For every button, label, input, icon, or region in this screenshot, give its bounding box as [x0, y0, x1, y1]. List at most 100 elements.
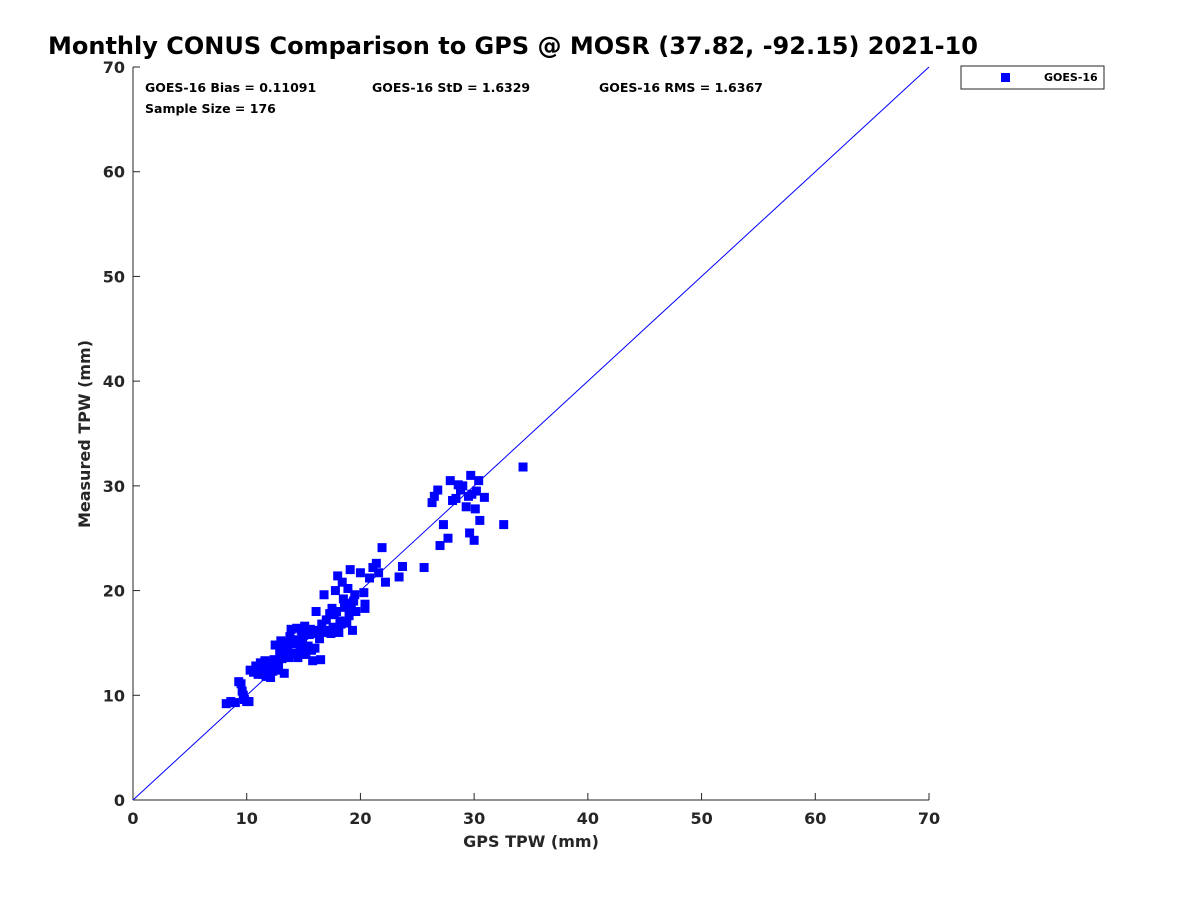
data-point	[270, 640, 280, 650]
x-axis-label: GPS TPW (mm)	[463, 832, 599, 851]
data-point	[342, 618, 352, 628]
data-point	[278, 644, 288, 654]
data-point	[321, 615, 331, 625]
data-point	[374, 568, 384, 578]
x-tick-label: 40	[577, 809, 599, 828]
rms-annotation: GOES-16 RMS = 1.6367	[599, 80, 763, 95]
data-point	[263, 667, 273, 677]
y-tick-label: 50	[103, 267, 125, 286]
sample-size-annotation: Sample Size = 176	[145, 101, 276, 116]
data-point	[479, 492, 489, 502]
data-point	[453, 480, 463, 490]
data-point	[260, 656, 270, 666]
legend-label-goes-16: GOES-16	[1044, 71, 1098, 84]
data-point	[249, 667, 259, 677]
data-point	[343, 583, 353, 593]
data-point	[292, 623, 302, 633]
data-point	[236, 679, 246, 689]
data-point	[470, 504, 480, 514]
data-point	[301, 649, 311, 659]
data-point	[274, 661, 284, 671]
data-point	[474, 476, 484, 486]
data-point	[443, 533, 453, 543]
y-tick-label: 10	[103, 686, 125, 705]
data-point	[429, 491, 439, 501]
x-tick-label: 10	[236, 809, 258, 828]
data-point	[371, 558, 381, 568]
data-point	[221, 699, 231, 709]
data-point	[461, 502, 471, 512]
data-point	[438, 520, 448, 530]
data-point	[435, 541, 445, 551]
data-point	[286, 624, 296, 634]
data-point	[311, 607, 321, 617]
data-point	[394, 572, 404, 582]
std-annotation: GOES-16 StD = 1.6329	[372, 80, 530, 95]
data-point	[355, 568, 365, 578]
data-point	[332, 607, 342, 617]
data-point	[347, 625, 357, 635]
data-point	[276, 636, 286, 646]
data-point	[251, 661, 261, 671]
data-point	[341, 598, 351, 608]
data-point	[327, 603, 337, 613]
data-point	[244, 697, 254, 707]
data-point	[334, 627, 344, 637]
bias-annotation: GOES-16 Bias = 0.11091	[145, 80, 316, 95]
data-point	[469, 535, 479, 545]
legend-box	[960, 65, 1105, 90]
data-point	[458, 481, 468, 491]
data-point	[351, 607, 361, 617]
data-point	[467, 489, 477, 499]
data-point	[319, 590, 329, 600]
data-point	[316, 655, 326, 665]
data-point	[330, 586, 340, 596]
data-point	[398, 561, 408, 571]
data-point	[283, 646, 293, 656]
one-to-one-line	[132, 66, 930, 801]
y-tick-label: 20	[103, 582, 125, 601]
data-point	[300, 621, 310, 631]
x-tick-label: 70	[918, 809, 940, 828]
x-tick-label: 30	[463, 809, 485, 828]
y-tick-label: 30	[103, 477, 125, 496]
data-point	[325, 609, 335, 619]
data-point	[297, 634, 307, 644]
y-tick-label: 40	[103, 372, 125, 391]
data-point	[349, 596, 359, 606]
y-axis-label: Measured TPW (mm)	[75, 340, 94, 528]
data-point	[314, 634, 324, 644]
y-tick-label: 0	[114, 791, 125, 810]
legend: GOES-16	[960, 65, 1105, 90]
data-point	[345, 565, 355, 575]
y-tick-label: 70	[103, 58, 125, 77]
y-tick-label: 60	[103, 163, 125, 182]
data-point	[230, 698, 240, 708]
data-point	[304, 630, 314, 640]
data-point	[427, 498, 437, 508]
x-tick-label: 0	[127, 809, 138, 828]
data-point	[317, 619, 327, 629]
data-point	[326, 629, 336, 639]
data-point	[309, 629, 319, 639]
x-tick-label: 60	[804, 809, 826, 828]
data-point	[266, 672, 276, 682]
data-point	[267, 660, 277, 670]
goes-16-series	[221, 462, 528, 709]
data-point	[337, 577, 347, 587]
data-point	[279, 668, 289, 678]
data-point	[350, 590, 360, 600]
x-tick-label: 20	[349, 809, 371, 828]
data-point	[282, 638, 292, 648]
data-point	[445, 476, 455, 486]
data-point	[346, 604, 356, 614]
data-point	[285, 632, 295, 642]
data-point	[475, 515, 485, 525]
data-point	[333, 571, 343, 581]
y-axis-ticks: 0 10 20 30 40 50 60 70	[103, 58, 140, 810]
data-point	[471, 486, 481, 496]
data-point	[360, 603, 370, 613]
data-point	[380, 577, 390, 587]
data-point	[377, 543, 387, 553]
